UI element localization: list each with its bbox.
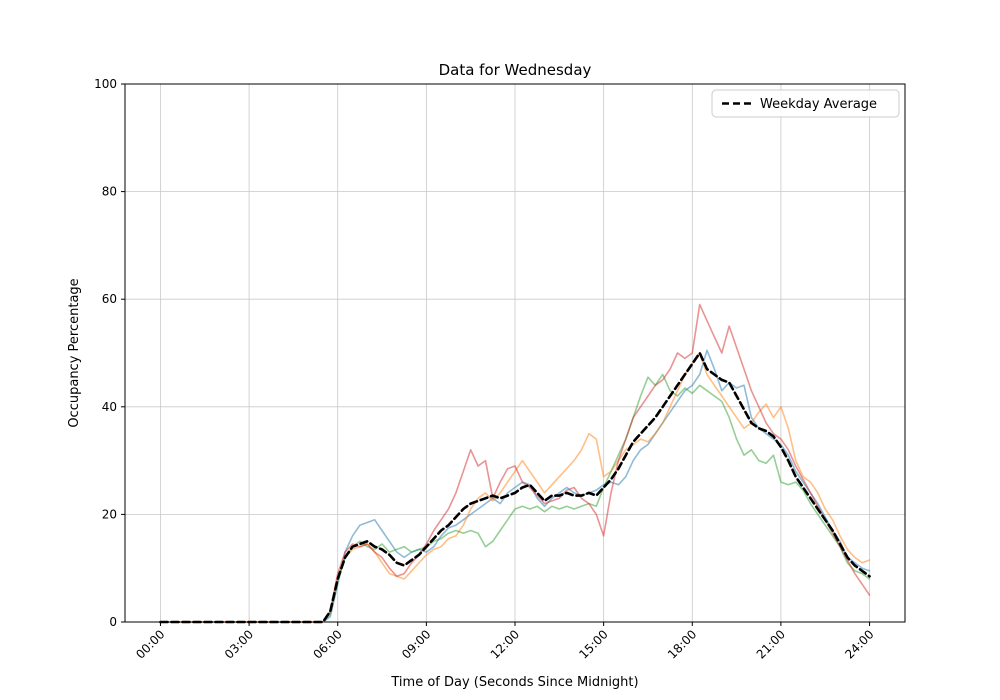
y-tick-label: 80 (102, 185, 117, 199)
x-tick-label: 15:00 (576, 627, 610, 661)
series-weekday-average (159, 351, 871, 624)
x-axis-label: Time of Day (Seconds Since Midnight) (390, 675, 638, 690)
y-tick-label: 60 (102, 292, 117, 306)
y-tick-label: 20 (102, 507, 117, 521)
x-tick-label: 00:00 (133, 627, 167, 661)
x-tick-label: 21:00 (754, 627, 788, 661)
y-tick-label: 0 (109, 615, 117, 629)
legend-label: Weekday Average (760, 97, 877, 112)
ticks-layer: 00:00 03:00 06:00 09:00 12:00 15:00 18:00 21:00… (94, 77, 877, 662)
y-tick-label: 100 (94, 77, 117, 91)
x-tick-label: 03:00 (222, 627, 256, 661)
legend-box (711, 89, 900, 118)
chart-title: Data for Wednesday (439, 61, 592, 79)
x-tick-label: 09:00 (399, 627, 433, 661)
legend: Weekday Average (711, 89, 900, 118)
x-tick-label: 18:00 (665, 627, 699, 661)
x-tick-label: 06:00 (310, 627, 344, 661)
x-tick-label: 12:00 (488, 627, 522, 661)
y-tick-label: 40 (102, 400, 117, 414)
series-layer (159, 303, 871, 624)
grid (125, 83, 905, 623)
y-axis-label: Occupancy Percentage (67, 278, 82, 427)
x-tick-label: 24:00 (842, 627, 876, 661)
